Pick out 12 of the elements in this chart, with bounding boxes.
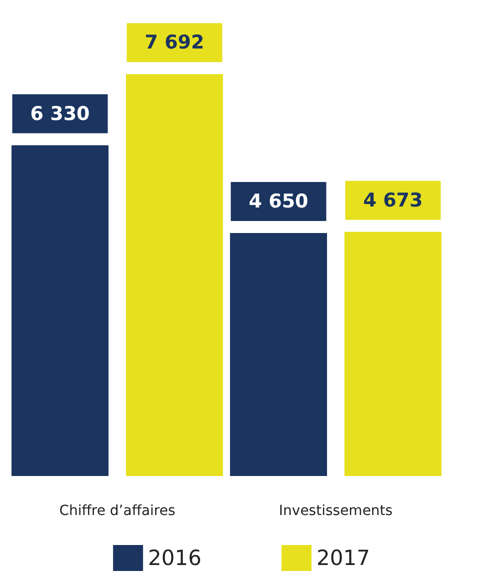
x-tick-label: Chiffre d’affaires bbox=[59, 503, 176, 519]
legend-label: 2016 bbox=[148, 546, 202, 570]
bar bbox=[126, 74, 223, 476]
x-tick-label: Investissements bbox=[278, 503, 393, 519]
data-label: 6 330 bbox=[30, 102, 90, 125]
bar bbox=[12, 145, 109, 476]
data-label: 4 673 bbox=[363, 189, 423, 212]
bar bbox=[230, 233, 328, 476]
bar bbox=[344, 232, 442, 476]
data-label: 4 650 bbox=[248, 190, 308, 213]
legend-label: 2017 bbox=[316, 546, 370, 570]
data-label: 7 692 bbox=[144, 32, 204, 54]
